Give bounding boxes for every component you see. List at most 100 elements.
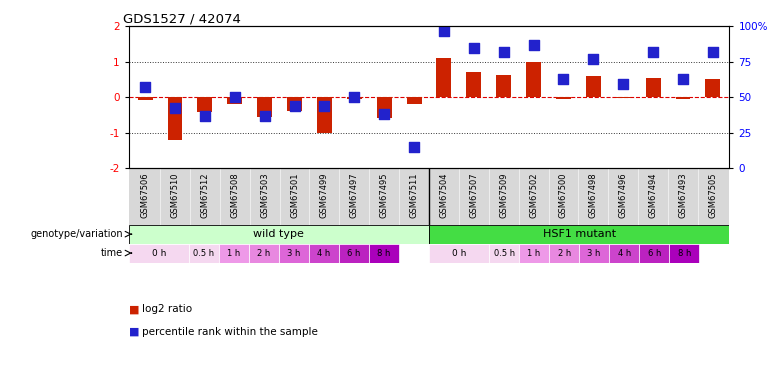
Bar [309,244,339,262]
Point [408,144,420,150]
Bar [580,244,609,262]
Text: 3 h: 3 h [587,249,601,258]
Text: 4 h: 4 h [317,249,331,258]
Text: GSM67497: GSM67497 [349,172,359,218]
Bar [249,244,279,262]
Text: 4 h: 4 h [618,249,631,258]
Text: 1 h: 1 h [527,249,541,258]
Point [378,111,391,117]
Text: log2 ratio: log2 ratio [142,304,192,314]
Text: GSM67503: GSM67503 [261,172,269,218]
Point [498,49,510,55]
Bar [129,244,189,262]
Point [139,84,151,90]
Bar [317,97,332,133]
Bar [168,97,183,140]
Text: ■: ■ [129,327,139,337]
Text: 0.5 h: 0.5 h [494,249,515,258]
Point [229,94,241,100]
Text: ■: ■ [129,304,139,314]
Bar [369,244,399,262]
Point [348,94,360,100]
Point [617,81,629,87]
Text: 0.5 h: 0.5 h [193,249,215,258]
Text: GSM67493: GSM67493 [679,172,687,218]
Text: 6 h: 6 h [647,249,661,258]
Bar [489,244,519,262]
Bar [189,244,218,262]
Bar [615,97,631,98]
Text: GSM67506: GSM67506 [140,172,150,218]
Text: GSM67495: GSM67495 [380,172,388,218]
Bar [339,244,369,262]
Bar [137,97,153,100]
Text: GSM67498: GSM67498 [589,172,597,218]
Bar [406,97,421,104]
Text: 8 h: 8 h [378,249,391,258]
Point [647,49,659,55]
Point [438,27,450,33]
Text: 8 h: 8 h [678,249,691,258]
Text: genotype/variation: genotype/variation [30,229,122,239]
Text: GSM67496: GSM67496 [619,172,628,218]
Bar [519,244,549,262]
Text: GSM67510: GSM67510 [171,172,179,218]
Bar [646,78,661,97]
Text: percentile rank within the sample: percentile rank within the sample [142,327,317,337]
Point [467,45,480,51]
Bar [129,225,429,244]
Bar [287,97,302,111]
Text: GSM67500: GSM67500 [559,172,568,218]
Text: GSM67499: GSM67499 [320,172,329,218]
Bar [218,244,249,262]
Bar [377,97,392,118]
Bar [257,97,272,117]
Text: GSM67505: GSM67505 [708,172,718,218]
Text: GSM67509: GSM67509 [499,172,509,218]
Point [707,49,719,55]
Bar [640,244,669,262]
Bar [429,244,489,262]
Text: GSM67502: GSM67502 [529,172,538,218]
Text: 1 h: 1 h [227,249,240,258]
Bar [705,80,721,97]
Bar [437,58,452,97]
Bar [429,225,729,244]
Text: 2 h: 2 h [257,249,271,258]
Bar [586,76,601,97]
Point [199,112,211,118]
Point [289,103,301,109]
Bar [347,97,362,99]
Point [557,76,569,82]
Bar [549,244,579,262]
Text: time: time [101,248,122,258]
Text: GSM67501: GSM67501 [290,172,299,218]
Bar [526,62,541,97]
Bar [556,97,571,99]
Point [168,105,181,111]
Bar [675,97,690,99]
Point [677,76,690,82]
Bar [496,75,511,97]
Text: GSM67511: GSM67511 [410,172,419,218]
Text: HSF1 mutant: HSF1 mutant [543,229,615,239]
Text: 3 h: 3 h [287,249,300,258]
Text: GSM67504: GSM67504 [439,172,448,218]
Bar [609,244,640,262]
Text: 6 h: 6 h [347,249,360,258]
Text: wild type: wild type [254,229,304,239]
Point [318,103,331,109]
Bar [669,244,699,262]
Bar [466,72,481,97]
Text: GSM67512: GSM67512 [200,172,209,218]
Text: 0 h: 0 h [452,249,466,258]
Point [527,42,540,48]
Text: 2 h: 2 h [558,249,571,258]
Text: 0 h: 0 h [151,249,166,258]
Bar [279,244,309,262]
Text: GSM67508: GSM67508 [230,172,239,218]
Point [258,112,271,118]
Bar [197,97,212,112]
Text: GSM67507: GSM67507 [470,172,478,218]
Point [587,56,600,62]
